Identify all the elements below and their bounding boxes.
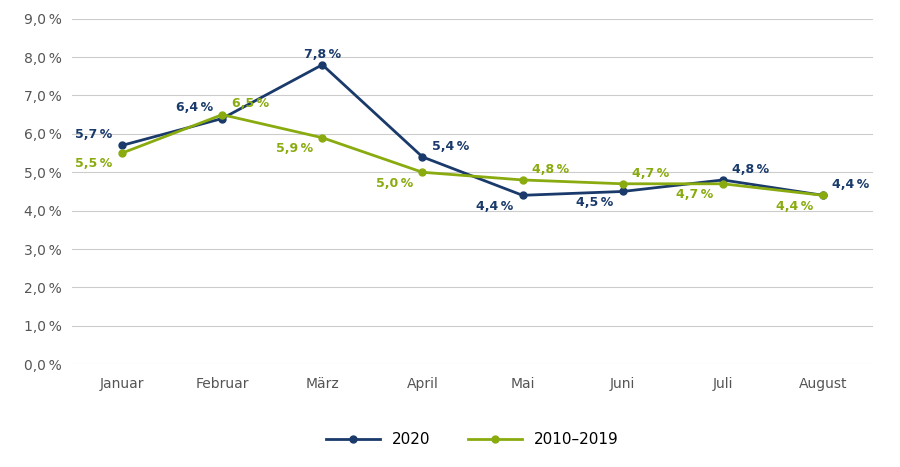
2010–2019	[217, 112, 228, 118]
2020	[217, 116, 228, 121]
2010–2019	[317, 135, 328, 141]
Text: 4,8 %: 4,8 %	[532, 163, 569, 176]
Text: 4,8 %: 4,8 %	[733, 163, 770, 176]
Text: 4,5 %: 4,5 %	[576, 196, 613, 209]
2010–2019	[817, 192, 828, 198]
2020	[417, 154, 428, 160]
2020	[518, 192, 528, 198]
Text: 6,4 %: 6,4 %	[176, 101, 212, 114]
Text: 4,7 %: 4,7 %	[676, 188, 714, 201]
2010–2019	[417, 170, 428, 175]
Text: 4,4 %: 4,4 %	[476, 199, 513, 212]
Text: 5,5 %: 5,5 %	[76, 157, 112, 170]
2010–2019	[117, 150, 128, 156]
Line: 2010–2019: 2010–2019	[119, 111, 826, 199]
Text: 6,5 %: 6,5 %	[231, 98, 269, 110]
Line: 2020: 2020	[119, 61, 826, 199]
2020	[117, 142, 128, 148]
Text: 5,4 %: 5,4 %	[432, 140, 469, 153]
Text: 4,4 %: 4,4 %	[832, 178, 869, 191]
2020	[817, 192, 828, 198]
Text: 7,8 %: 7,8 %	[304, 48, 341, 61]
Text: 5,7 %: 5,7 %	[76, 128, 112, 141]
Text: 4,4 %: 4,4 %	[777, 199, 814, 212]
2020	[317, 62, 328, 68]
Legend: 2020, 2010–2019: 2020, 2010–2019	[320, 426, 625, 453]
Text: 5,9 %: 5,9 %	[275, 142, 313, 155]
2010–2019	[617, 181, 628, 187]
2010–2019	[717, 181, 728, 187]
2020	[717, 177, 728, 183]
2020	[617, 189, 628, 194]
2010–2019	[518, 177, 528, 183]
Text: 4,7 %: 4,7 %	[632, 167, 670, 179]
Text: 5,0 %: 5,0 %	[376, 177, 413, 190]
